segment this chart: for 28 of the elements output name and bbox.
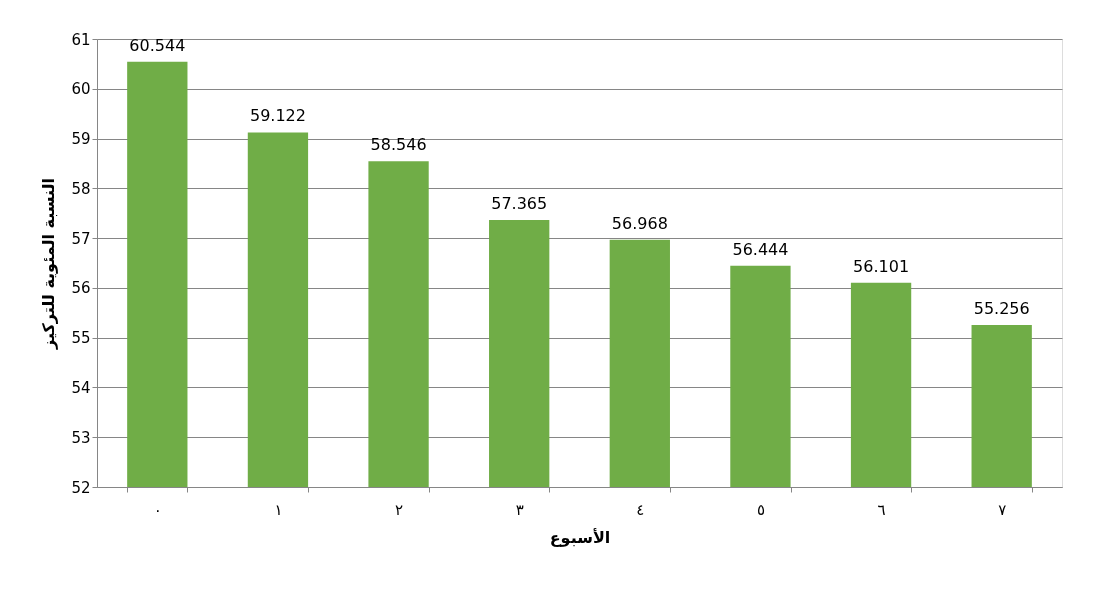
y-tick-label: 61 — [71, 30, 91, 49]
y-tick-label: 52 — [71, 478, 91, 497]
data-label: 56.444 — [732, 239, 789, 259]
data-label: 58.546 — [370, 135, 427, 155]
y-tick-label: 57 — [71, 229, 91, 248]
x-tick-label: ٠ — [153, 500, 162, 519]
data-label: 55.256 — [973, 298, 1030, 318]
y-tick-label: 58 — [71, 179, 91, 198]
y-tick-label: 59 — [71, 130, 91, 149]
x-axis-title: الأسبوع — [549, 527, 611, 547]
y-tick-label: 56 — [71, 279, 91, 298]
x-tick-label: ٣ — [515, 500, 524, 519]
y-tick-label: 53 — [71, 428, 91, 447]
data-label: 56.968 — [611, 213, 668, 233]
data-label: 60.544 — [129, 35, 186, 55]
x-tick-label: ٧ — [998, 500, 1007, 519]
x-tick-label: ٢ — [395, 500, 404, 519]
y-axis-title: النسبة المئوية للتركيز — [39, 178, 59, 350]
x-tick-label: ٥ — [756, 500, 765, 519]
y-tick-label: 55 — [71, 329, 91, 348]
data-label: 59.122 — [249, 106, 306, 126]
y-tick-label: 60 — [71, 80, 91, 99]
x-tick-label: ١ — [274, 500, 283, 519]
data-label: 57.365 — [491, 193, 548, 213]
x-tick-label: ٦ — [877, 500, 886, 519]
x-tick-label: ٤ — [636, 500, 645, 519]
y-tick-label: 54 — [71, 378, 91, 397]
data-label: 56.101 — [853, 256, 910, 276]
